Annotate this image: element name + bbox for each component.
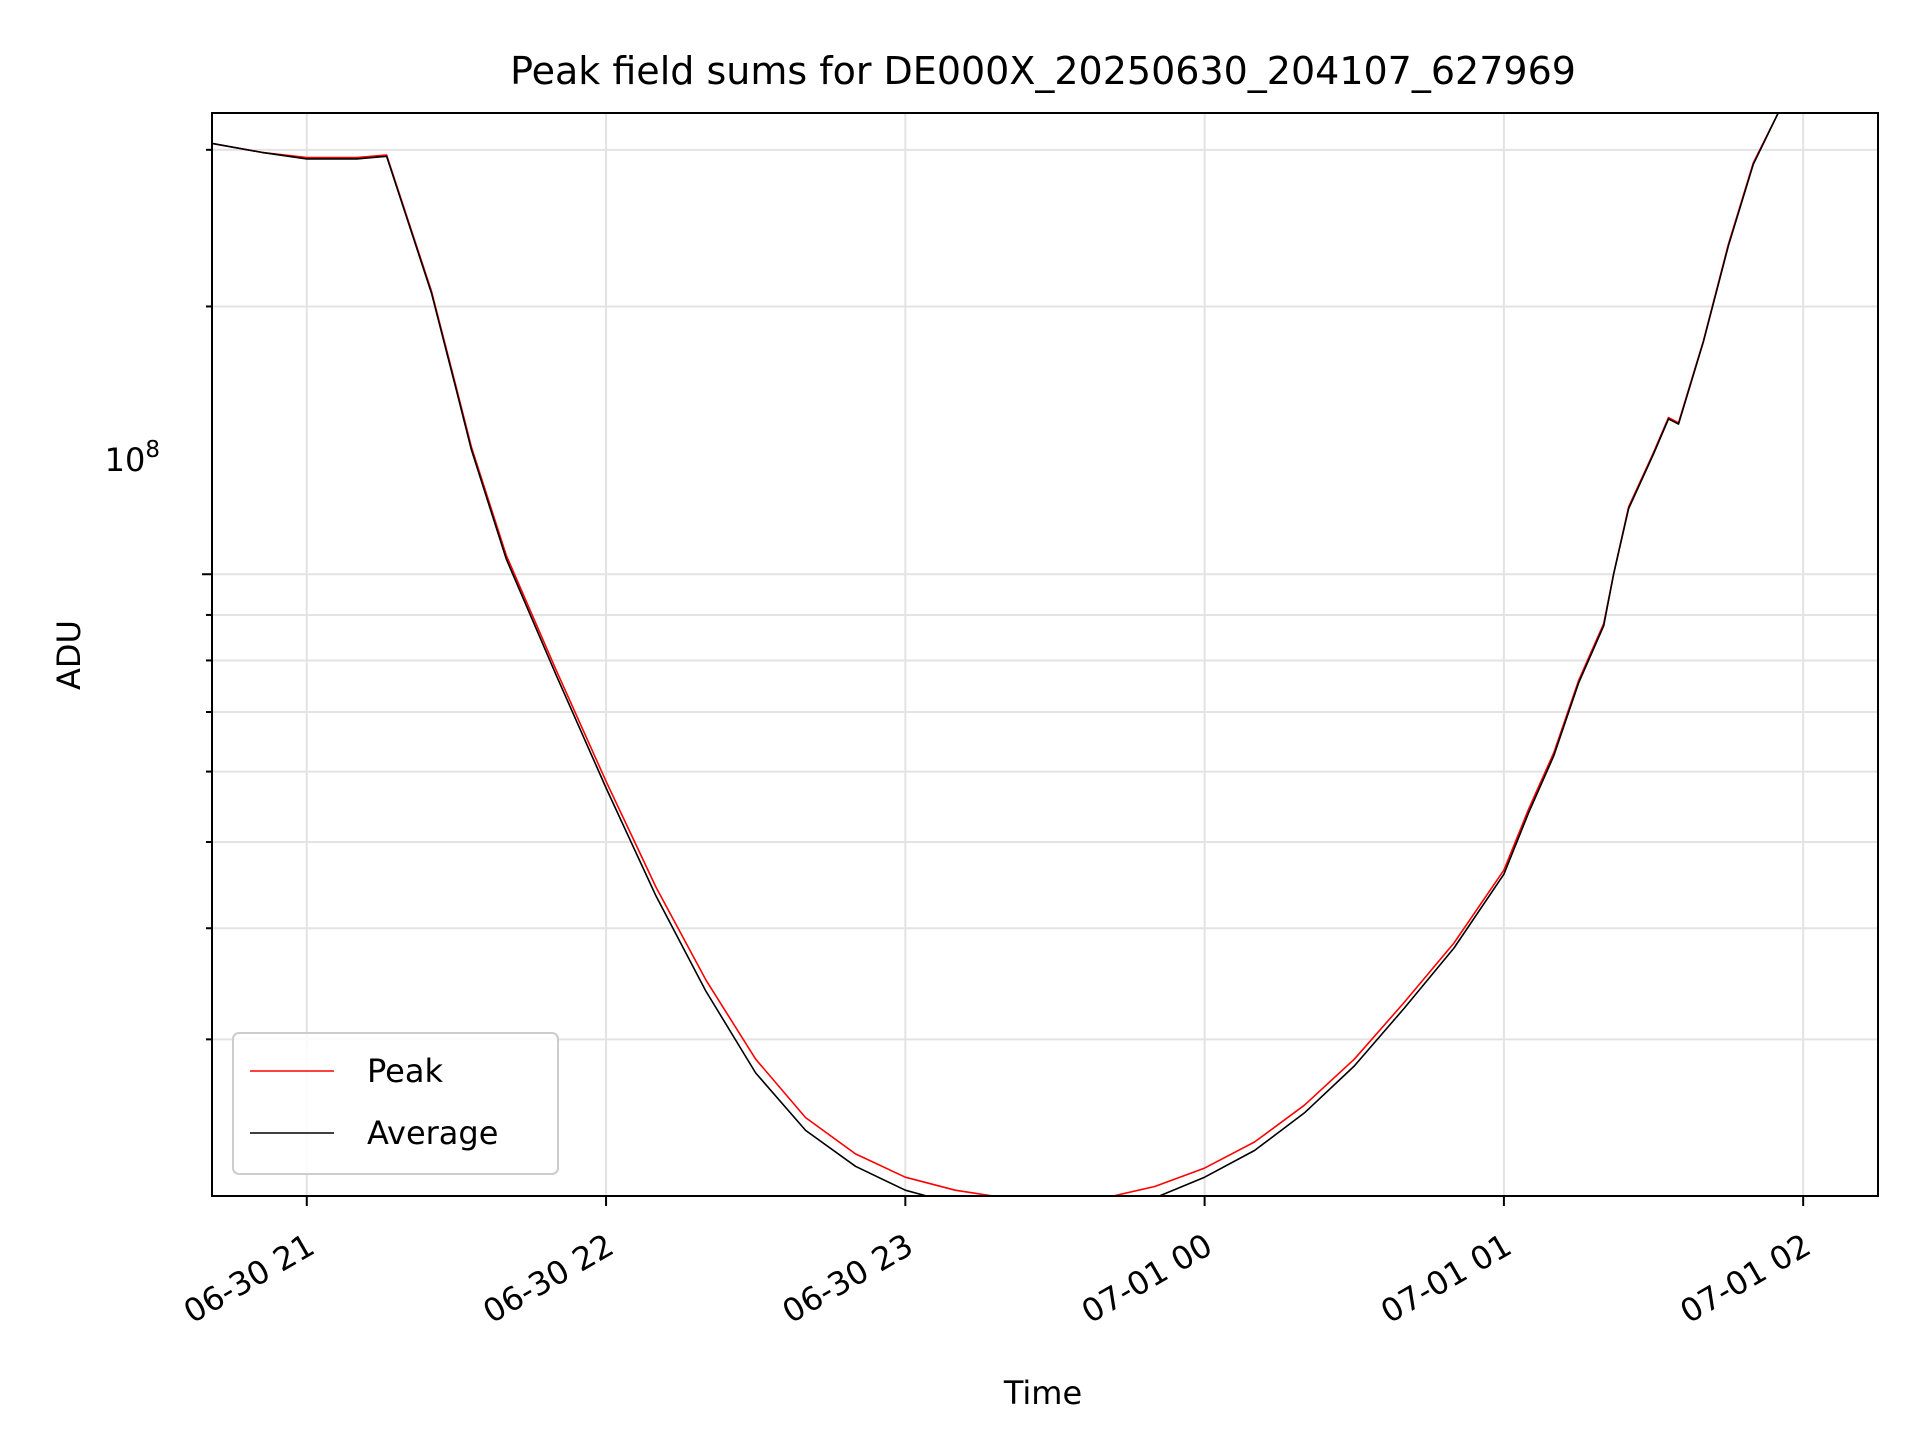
series-layer xyxy=(212,113,1804,1196)
plot-frame xyxy=(211,112,1879,1197)
series-line-average xyxy=(212,113,1804,1196)
legend-box xyxy=(232,1032,559,1175)
y-tick-exponent: 8 xyxy=(145,437,160,463)
grid xyxy=(212,113,1878,1196)
y-tick-base: 10 xyxy=(105,441,146,479)
legend-label-average: Average xyxy=(367,1114,498,1152)
y-tick-label-1e8: 108 xyxy=(105,437,160,479)
x-axis-label: Time xyxy=(1003,1374,1082,1412)
legend: Peak Average xyxy=(232,1032,559,1175)
legend-label-peak: Peak xyxy=(367,1052,443,1090)
y-axis-label: ADU xyxy=(50,620,88,690)
chart-title: Peak field sums for DE000X_20250630_2041… xyxy=(510,49,1576,93)
